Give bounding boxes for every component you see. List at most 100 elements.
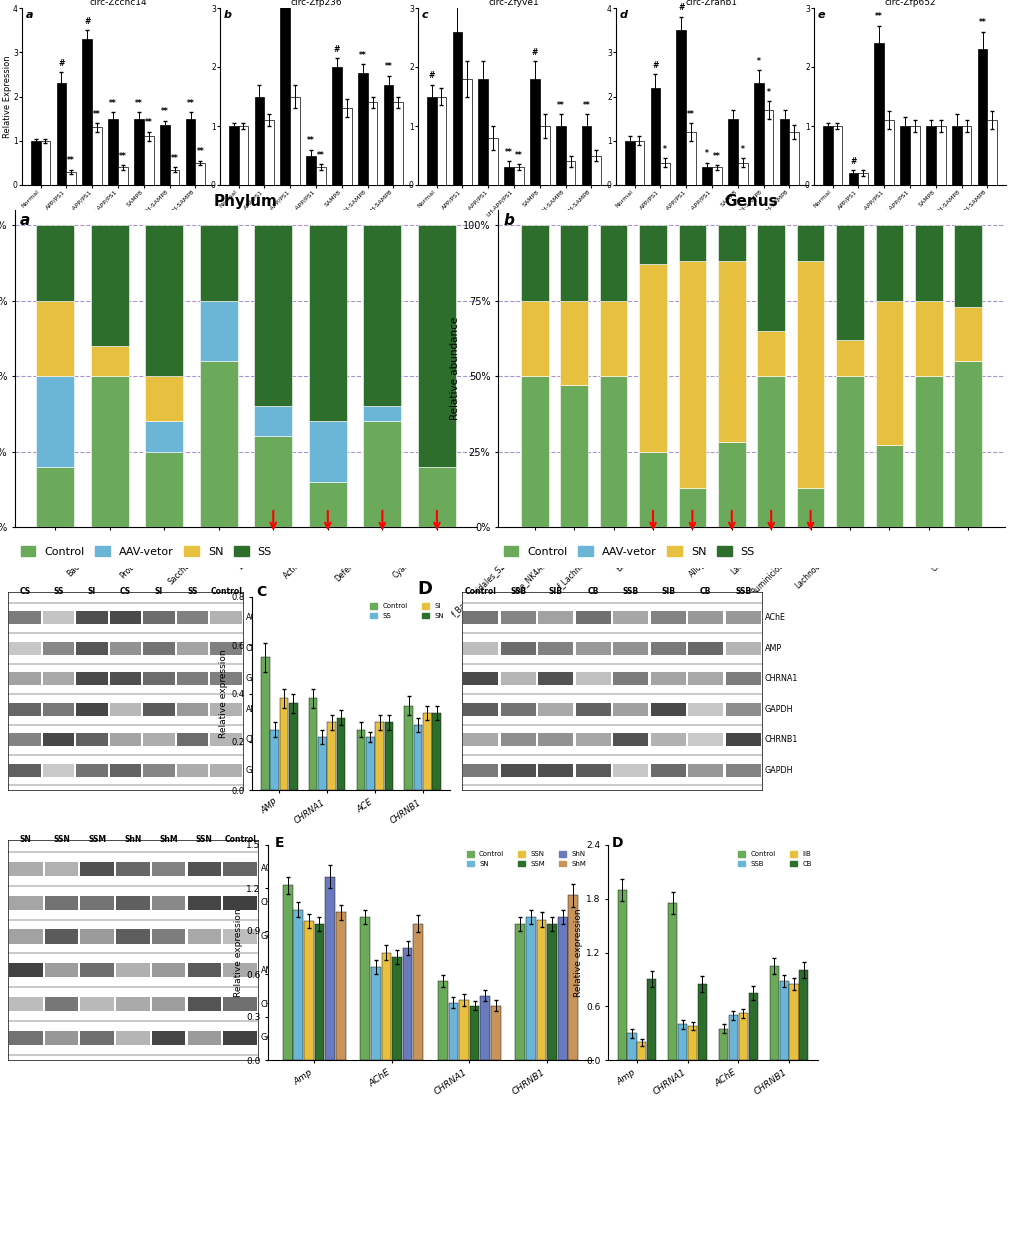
Bar xyxy=(81,996,114,1012)
Bar xyxy=(9,896,43,910)
Bar xyxy=(725,643,760,655)
Text: **: ** xyxy=(67,156,75,166)
Bar xyxy=(316,167,325,184)
Bar xyxy=(314,924,324,1060)
Bar xyxy=(796,488,823,527)
Y-axis label: Relative expression: Relative expression xyxy=(219,649,228,738)
Text: AChE: AChE xyxy=(764,614,786,622)
Bar xyxy=(701,167,711,184)
Bar xyxy=(459,1000,469,1060)
Bar xyxy=(187,862,221,876)
Text: **: ** xyxy=(170,154,178,163)
Bar xyxy=(748,993,757,1060)
Bar xyxy=(526,916,535,1060)
Bar xyxy=(325,876,334,1060)
Bar xyxy=(463,764,498,777)
Bar xyxy=(187,930,221,944)
Text: CS: CS xyxy=(120,587,130,596)
Bar xyxy=(200,225,237,300)
Text: AMP: AMP xyxy=(261,966,278,975)
Bar xyxy=(678,261,705,488)
Text: D: D xyxy=(611,836,623,851)
Bar xyxy=(581,126,591,184)
Bar xyxy=(383,84,393,184)
Bar xyxy=(678,488,705,527)
Text: Control: Control xyxy=(210,587,242,596)
Bar xyxy=(463,673,498,685)
Bar xyxy=(270,729,278,789)
Bar xyxy=(36,467,74,527)
Bar xyxy=(500,643,535,655)
Bar xyxy=(279,698,288,789)
Bar xyxy=(143,764,174,777)
Bar xyxy=(612,733,648,747)
Text: SSB: SSB xyxy=(510,587,526,596)
Text: CHRNA1: CHRNA1 xyxy=(246,644,279,653)
Bar xyxy=(152,896,185,910)
Bar xyxy=(559,300,587,385)
Bar xyxy=(986,120,997,184)
Text: **: ** xyxy=(359,50,366,60)
Bar xyxy=(304,921,314,1060)
Text: CB: CB xyxy=(699,587,710,596)
Bar xyxy=(293,910,303,1060)
Bar xyxy=(711,167,721,184)
Bar xyxy=(822,126,832,184)
Text: CHRNA1: CHRNA1 xyxy=(764,674,798,683)
Text: SI: SI xyxy=(88,587,96,596)
Bar xyxy=(223,1030,257,1045)
Bar xyxy=(423,713,431,789)
Bar xyxy=(521,300,548,376)
Bar xyxy=(799,970,808,1060)
Bar xyxy=(530,79,539,184)
Bar xyxy=(83,39,92,184)
Bar xyxy=(9,673,41,685)
Bar xyxy=(650,703,685,715)
Bar xyxy=(688,1025,696,1060)
Bar xyxy=(9,963,43,978)
Bar xyxy=(31,141,41,184)
Bar xyxy=(176,703,208,715)
Bar xyxy=(738,1014,747,1060)
Bar xyxy=(255,97,264,184)
Y-axis label: Relative expression: Relative expression xyxy=(234,909,243,996)
Bar xyxy=(144,137,154,184)
Bar xyxy=(951,126,961,184)
Legend: Control, SS, SI, SN: Control, SS, SI, SN xyxy=(367,600,446,621)
Bar xyxy=(309,482,346,527)
Bar xyxy=(76,611,108,624)
Bar xyxy=(9,643,41,655)
Title: circ-Zcchc14: circ-Zcchc14 xyxy=(89,0,147,8)
Bar xyxy=(116,896,150,910)
Text: **: ** xyxy=(307,137,315,146)
Bar xyxy=(56,83,66,184)
Bar xyxy=(612,611,648,624)
Text: C: C xyxy=(256,585,266,600)
Bar xyxy=(187,1030,221,1045)
Bar xyxy=(488,138,497,184)
Bar xyxy=(238,126,248,184)
Bar xyxy=(185,119,196,184)
Bar xyxy=(45,896,78,910)
Bar xyxy=(110,733,142,747)
Title: Phylum: Phylum xyxy=(214,193,277,208)
Bar xyxy=(836,376,863,527)
Bar xyxy=(500,703,535,715)
Text: d: d xyxy=(620,10,628,20)
Bar xyxy=(536,920,546,1060)
Text: #: # xyxy=(58,59,64,68)
Bar xyxy=(659,163,669,184)
Bar xyxy=(538,643,573,655)
Text: CHRNB1: CHRNB1 xyxy=(246,735,279,744)
Bar xyxy=(152,996,185,1012)
Bar xyxy=(341,108,352,184)
Text: *: * xyxy=(704,149,708,158)
Bar xyxy=(976,49,986,184)
Text: E: E xyxy=(274,836,283,851)
Text: **: ** xyxy=(504,148,513,157)
Text: SSM: SSM xyxy=(88,836,106,845)
Bar xyxy=(143,703,174,715)
Text: **: ** xyxy=(977,18,985,28)
Bar xyxy=(116,930,150,944)
Bar xyxy=(92,128,102,184)
